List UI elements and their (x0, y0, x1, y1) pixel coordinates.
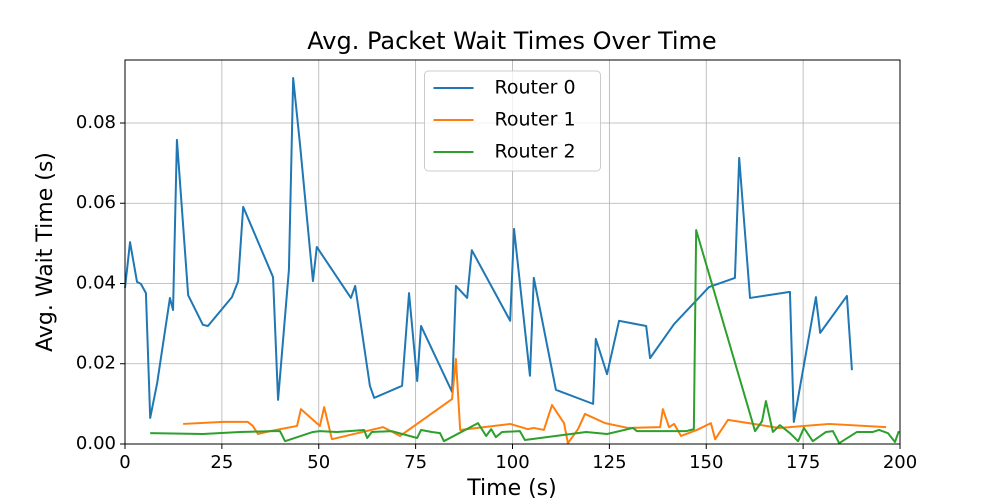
legend-label: Router 1 (495, 109, 576, 131)
y-axis-label: Avg. Wait Time (s) (33, 152, 58, 352)
y-tick-label: 0.06 (76, 192, 116, 213)
plot-frame (124, 59, 901, 445)
x-tick-label: 125 (592, 452, 626, 473)
x-tick-label: 25 (210, 452, 233, 473)
legend-box (424, 70, 601, 172)
x-tick-label: 75 (404, 452, 427, 473)
x-axis-label: Time (s) (466, 476, 556, 500)
y-tick-label: 0.04 (76, 272, 116, 293)
legend-label: Router 2 (495, 141, 576, 163)
y-tick-label: 0.00 (76, 433, 116, 454)
x-tick-label: 50 (307, 452, 330, 473)
series-line (183, 357, 887, 445)
x-tick-label: 200 (883, 452, 917, 473)
x-tick-label: 150 (689, 452, 723, 473)
chart-title: Avg. Packet Wait Times Over Time (307, 27, 716, 55)
series-line (124, 77, 853, 423)
series-line (150, 229, 900, 445)
x-tick-label: 100 (495, 452, 529, 473)
y-tick-label: 0.08 (76, 112, 116, 133)
x-tick-label: 175 (786, 452, 820, 473)
y-tick-label: 0.02 (76, 353, 116, 374)
x-tick-label: 0 (119, 452, 130, 473)
legend-label: Router 0 (495, 77, 576, 99)
